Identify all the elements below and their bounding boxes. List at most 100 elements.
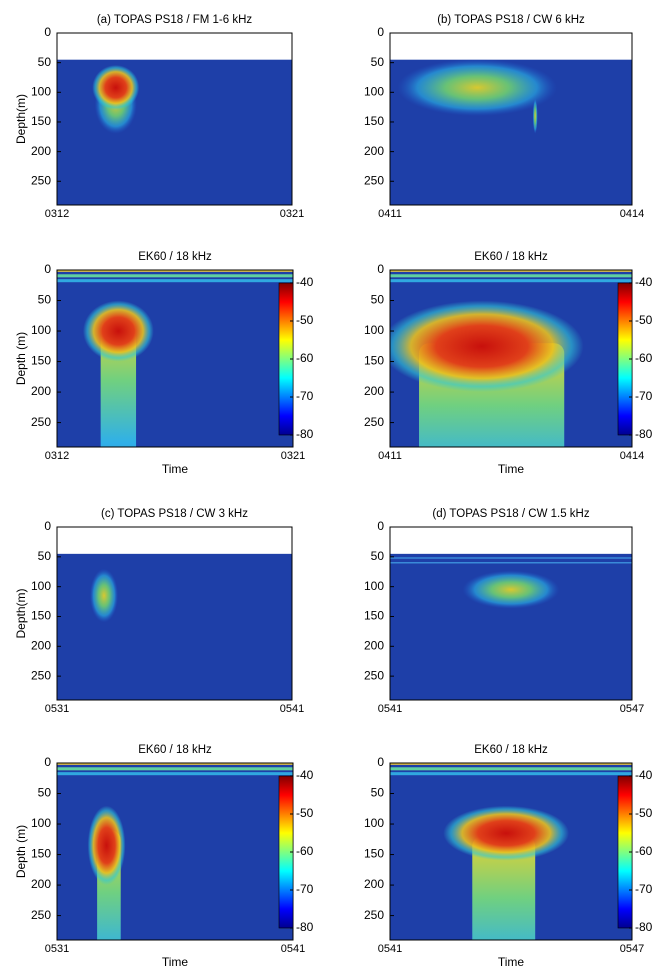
- y-tick-label: 0: [44, 755, 51, 769]
- y-tick-label: 50: [38, 786, 52, 800]
- colorbar-tick-label: -50: [296, 806, 314, 820]
- y-axis-label: Depth(m): [14, 588, 28, 638]
- y-tick-label: 250: [364, 173, 384, 187]
- y-tick-label: 0: [377, 25, 384, 39]
- colorbar-tick-label: -50: [296, 313, 314, 327]
- x-tick-label: 0547: [620, 703, 644, 715]
- y-tick-label: 150: [31, 609, 51, 623]
- echogram: [390, 33, 632, 205]
- y-axis-label: Depth(m): [14, 94, 28, 144]
- y-tick-label: 0: [44, 519, 51, 533]
- y-tick-label: 250: [364, 908, 384, 922]
- colorbar-tick-label: -70: [635, 882, 652, 896]
- surface-band: [390, 270, 632, 272]
- panel: (c) TOPAS PS18 / CW 3 kHz Depth(m) 0 50 100 1…: [14, 508, 304, 715]
- axes-frame: [56, 526, 293, 701]
- echogram: [390, 527, 632, 700]
- colorbar-tick-label: -60: [296, 844, 314, 858]
- colorbar-tick-label: -70: [296, 389, 314, 403]
- no-data: [390, 33, 632, 60]
- x-tick-label: 0414: [620, 450, 644, 462]
- colorbar-tick-label: -80: [296, 427, 314, 441]
- plume: [472, 836, 536, 940]
- y-tick-label: 100: [364, 579, 384, 593]
- school: [82, 300, 154, 362]
- colorbar-tick-label: -80: [635, 427, 652, 441]
- y-tick-label: 100: [31, 579, 51, 593]
- echogram-bg: [57, 270, 293, 447]
- surface-band: [390, 279, 632, 283]
- panel-title: EK60 / 18 kHz: [138, 251, 212, 263]
- panel: (a) TOPAS PS18 / FM 1-6 kHz Depth(m) 0 50 10…: [14, 14, 304, 220]
- x-tick-label: 0312: [45, 208, 69, 220]
- y-tick-label: 250: [31, 173, 51, 187]
- y-tick-label: 100: [31, 816, 51, 830]
- panel-title: EK60 / 18 kHz: [474, 744, 548, 756]
- colorbar-tick-label: -40: [635, 275, 652, 289]
- surface-band: [57, 763, 293, 765]
- colorbar-tick-label: -40: [296, 768, 314, 782]
- y-tick-label: 0: [44, 25, 51, 39]
- x-tick-label: 0541: [378, 703, 402, 715]
- school: [397, 59, 557, 117]
- y-tick-label: 50: [371, 549, 385, 563]
- school: [462, 570, 560, 609]
- x-tick-label: 0531: [45, 703, 69, 715]
- school: [532, 98, 538, 134]
- y-tick-label: 200: [31, 144, 51, 158]
- echogram: [57, 527, 292, 700]
- colorbar-tick-label: -60: [635, 351, 652, 365]
- y-tick-label: 200: [31, 877, 51, 891]
- y-tick-label: 0: [377, 755, 384, 769]
- x-axis-label: Time: [498, 462, 525, 476]
- x-axis-label: Time: [498, 955, 525, 969]
- x-axis-label: Time: [162, 462, 189, 476]
- y-tick-label: 150: [31, 847, 51, 861]
- surface-band: [57, 767, 293, 771]
- y-tick-label: 200: [364, 638, 384, 652]
- y-tick-label: 100: [31, 84, 51, 98]
- y-tick-label: 50: [38, 55, 52, 69]
- x-tick-label: 0321: [281, 450, 305, 462]
- y-tick-label: 150: [31, 354, 51, 368]
- surface-band: [57, 279, 293, 283]
- colorbar-tick-label: -50: [635, 313, 652, 327]
- x-tick-label: 0541: [378, 943, 402, 955]
- school: [390, 300, 584, 393]
- echogram: [57, 763, 293, 940]
- x-tick-label: 0414: [620, 208, 644, 220]
- surface-band: [57, 274, 293, 278]
- panel: EK60 / 18 kHz Depth (m) 0 50 100 150 200 250 031…: [14, 251, 314, 476]
- y-tick-label: 200: [31, 638, 51, 652]
- surface-band: [390, 767, 632, 771]
- y-tick-label: 150: [364, 114, 384, 128]
- x-tick-label: 0312: [45, 450, 69, 462]
- surface-band: [390, 763, 632, 765]
- colorbar-tick-label: -70: [296, 882, 314, 896]
- surface-band: [57, 772, 293, 776]
- y-tick-label: 200: [364, 877, 384, 891]
- y-tick-label: 0: [44, 262, 51, 276]
- panel: EK60 / 18 kHz Depth (m) 0 50 100 150 200 250 053…: [14, 744, 314, 969]
- y-tick-label: 200: [364, 144, 384, 158]
- no-data: [57, 527, 292, 554]
- panel-title: EK60 / 18 kHz: [474, 251, 548, 263]
- surface-band: [390, 772, 632, 776]
- colorbar-tick-label: -40: [296, 275, 314, 289]
- echogram-bg: [57, 33, 292, 205]
- x-tick-label: 0541: [281, 943, 305, 955]
- colorbar-tick-label: -80: [635, 920, 652, 934]
- colorbar-tick-label: -40: [635, 768, 652, 782]
- y-tick-label: 200: [364, 384, 384, 398]
- surface-band: [57, 270, 293, 272]
- panel: EK60 / 18 kHz 0 50 100 150 200 250 0541 0547 Time…: [364, 744, 652, 969]
- colorbar-tick-label: -60: [635, 844, 652, 858]
- panel-title: (d) TOPAS PS18 / CW 1.5 kHz: [432, 508, 589, 520]
- y-tick-label: 150: [364, 354, 384, 368]
- y-tick-label: 250: [31, 668, 51, 682]
- echogram: [57, 270, 293, 447]
- colorbar-tick-label: -60: [296, 351, 314, 365]
- y-tick-label: 150: [31, 114, 51, 128]
- x-tick-label: 0541: [280, 703, 304, 715]
